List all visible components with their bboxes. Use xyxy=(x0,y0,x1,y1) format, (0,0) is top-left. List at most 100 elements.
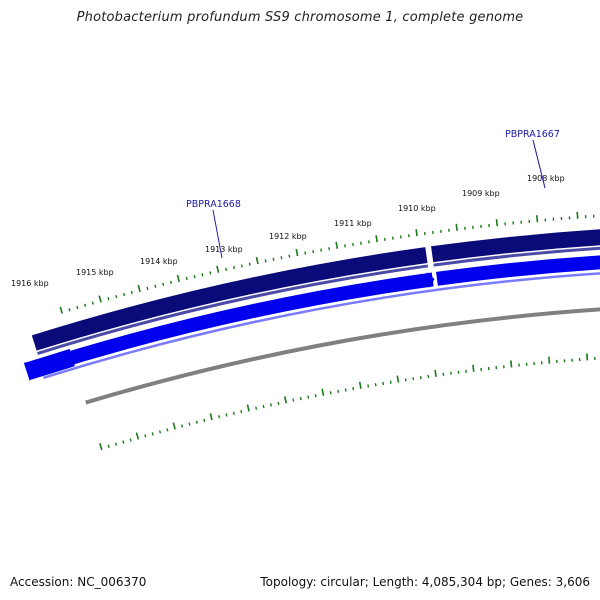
tick-label: 1915 kbp xyxy=(76,268,114,277)
outer-tick xyxy=(107,297,110,301)
inner-tick xyxy=(292,398,295,402)
outer-tick xyxy=(240,264,243,268)
inner-tick xyxy=(225,413,228,417)
outer-tick xyxy=(264,259,267,263)
outer-tick xyxy=(495,219,499,227)
inner-tick xyxy=(548,356,551,364)
inner-tick xyxy=(321,388,325,396)
inner-tick xyxy=(307,395,310,399)
inner-tick xyxy=(586,353,589,361)
outer-tick xyxy=(115,294,118,299)
outer-tick xyxy=(288,254,291,258)
inner-tick xyxy=(151,432,154,436)
gene-pbpra1668 xyxy=(31,247,428,351)
inner-tick xyxy=(269,403,273,407)
outer-tick xyxy=(225,267,228,272)
outer-tick xyxy=(122,292,126,297)
tick-label: 1911 kbp xyxy=(334,219,372,228)
outer-tick xyxy=(209,271,212,275)
outer-tick xyxy=(91,301,94,305)
inner-tick xyxy=(358,381,362,389)
outer-tick xyxy=(185,276,188,281)
outer-tick xyxy=(272,257,275,261)
tick-label: 1910 kbp xyxy=(398,204,436,213)
outer-tick xyxy=(162,282,165,286)
tick-labels: 1908 kbp 1909 kbp 1910 kbp 1911 kbp 1912… xyxy=(11,174,565,288)
outer-tick xyxy=(201,273,204,277)
inner-tick xyxy=(158,430,162,434)
inner-tick xyxy=(434,369,437,377)
inner-tick xyxy=(337,389,340,393)
tick-label: 1913 kbp xyxy=(205,245,243,254)
gene-labels[interactable]: PBPRA1667 PBPRA1668 xyxy=(186,129,560,259)
inner-tick xyxy=(472,364,475,372)
outer-tick xyxy=(137,284,141,293)
backbone-ring xyxy=(85,307,600,405)
outer-tick xyxy=(375,235,378,243)
gene-shadow xyxy=(433,246,600,267)
outer-tick xyxy=(169,280,173,284)
outer-tick xyxy=(98,295,102,303)
gene-fragment-left xyxy=(24,348,75,381)
gene-pbpra1667 xyxy=(431,229,600,263)
inner-tick xyxy=(510,360,513,368)
inner-tick xyxy=(367,384,370,388)
inner-tick xyxy=(240,409,243,414)
tick-label: 1912 kbp xyxy=(269,232,307,241)
tick-label: 1908 kbp xyxy=(527,174,565,183)
gene-fragment-arrowhead xyxy=(23,362,33,382)
outer-tick xyxy=(232,266,235,270)
tick-label: 1914 kbp xyxy=(140,257,178,266)
inner-tick xyxy=(129,438,132,442)
inner-tick-ring xyxy=(99,353,596,451)
outer-tick xyxy=(344,244,346,248)
gene-forward-right xyxy=(436,255,600,286)
inner-tick xyxy=(262,404,265,409)
inner-tick xyxy=(255,406,258,410)
inner-tick xyxy=(122,440,125,444)
outer-tick xyxy=(455,223,458,231)
gene-label-pbpra1667[interactable]: PBPRA1667 xyxy=(505,129,560,140)
inner-tick xyxy=(195,420,198,424)
outer-tick xyxy=(295,249,299,257)
inner-tick xyxy=(352,387,355,391)
inner-tick xyxy=(135,432,140,440)
inner-tick xyxy=(172,422,176,430)
outer-tick xyxy=(320,248,323,252)
outer-tick xyxy=(84,303,87,307)
outer-tick xyxy=(76,305,79,310)
gene-label-pbpra1668[interactable]: PBPRA1668 xyxy=(186,199,241,210)
inner-tick xyxy=(246,404,250,412)
inner-tick xyxy=(277,401,280,405)
inner-tick xyxy=(283,396,287,404)
inner-tick xyxy=(329,391,332,395)
inner-tick xyxy=(181,424,184,428)
accession-text: Accession: NC_006370 xyxy=(10,575,147,589)
inner-tick xyxy=(396,375,400,383)
outer-tick xyxy=(176,274,180,283)
gene-arrowhead xyxy=(426,272,435,288)
inner-tick xyxy=(99,442,103,451)
outer-tick xyxy=(68,308,71,312)
inner-tick xyxy=(209,413,213,421)
gene-forward-left xyxy=(38,272,434,375)
tick-label: 1909 kbp xyxy=(462,189,500,198)
inner-tick xyxy=(144,434,147,438)
gene-label-leader xyxy=(212,209,223,259)
gene-highlight xyxy=(43,272,600,380)
inner-tick xyxy=(188,422,191,426)
gene-label-leader xyxy=(532,139,546,189)
gene-tracks[interactable] xyxy=(23,225,600,382)
inner-tick xyxy=(114,442,118,446)
outer-tick xyxy=(255,257,259,265)
outer-tick xyxy=(304,251,307,255)
outer-tick xyxy=(536,215,539,223)
inner-tick xyxy=(218,415,221,419)
outer-tick xyxy=(130,290,133,295)
inner-tick xyxy=(166,428,169,432)
outer-tick xyxy=(59,306,64,314)
outer-tick xyxy=(154,284,157,288)
outer-tick xyxy=(576,211,579,219)
outer-tick xyxy=(193,275,196,279)
